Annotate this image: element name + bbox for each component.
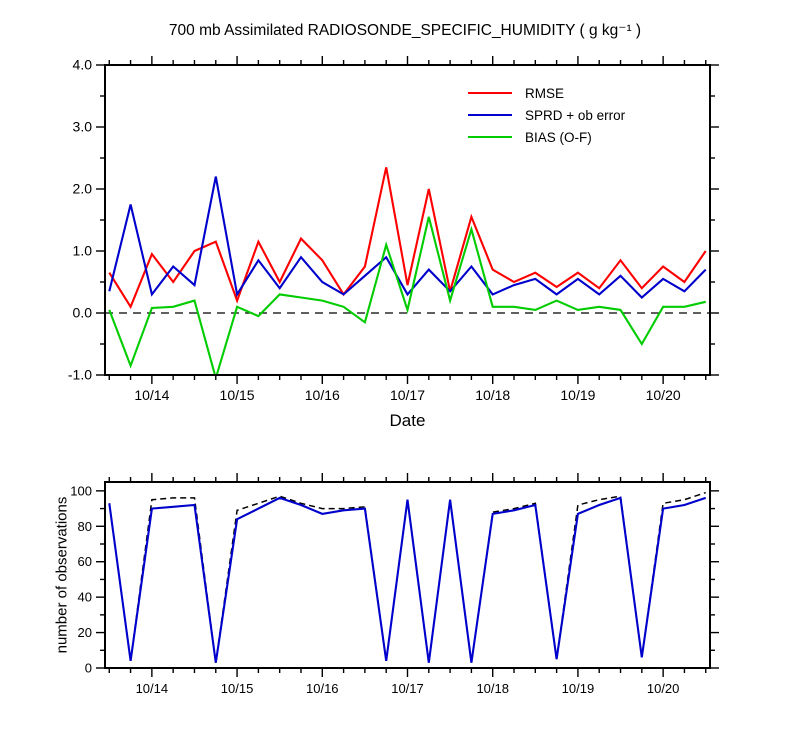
y-tick-label: -1.0 bbox=[68, 367, 92, 383]
y-tick-label: 4.0 bbox=[73, 57, 93, 73]
y-tick-label: 100 bbox=[70, 483, 92, 498]
series-line-RMSE bbox=[108, 167, 707, 310]
y-tick-label: 80 bbox=[78, 519, 92, 534]
obs-axis-label: number of observations bbox=[53, 496, 71, 654]
y-tick-label: 0 bbox=[85, 661, 92, 676]
x-tick-label: 10/15 bbox=[220, 387, 255, 403]
legend-label-bias: BIAS (O-F) bbox=[525, 129, 592, 145]
series-line-obs-solid bbox=[108, 496, 707, 663]
series-line-SPRD + ob error bbox=[108, 176, 707, 299]
series-group bbox=[108, 491, 707, 663]
y-tick-label: 3.0 bbox=[73, 119, 93, 135]
y-tick-label: 1.0 bbox=[73, 243, 93, 259]
y-tick-label: 0.0 bbox=[73, 305, 93, 321]
legend-line-bias-icon bbox=[468, 136, 512, 138]
legend-label-rmse: RMSE bbox=[525, 85, 565, 101]
legend-line-rmse-icon bbox=[468, 92, 512, 94]
x-tick-label: 10/18 bbox=[476, 681, 509, 696]
legend: RMSE SPRD + ob error BIAS (O-F) bbox=[468, 85, 626, 145]
x-tick-label: 10/14 bbox=[136, 681, 169, 696]
legend-item-rmse: RMSE bbox=[468, 85, 625, 101]
y-tick-label: 60 bbox=[78, 554, 92, 569]
legend-item-bias: BIAS (O-F) bbox=[468, 129, 625, 145]
x-tick-label: 10/15 bbox=[221, 681, 254, 696]
x-tick-label: 10/17 bbox=[390, 387, 425, 403]
x-tick-label: 10/19 bbox=[562, 681, 595, 696]
legend-label-sprd: SPRD + ob error bbox=[525, 107, 626, 123]
series-group bbox=[108, 167, 707, 375]
y-tick-label: 40 bbox=[78, 590, 92, 605]
series-line-obs-dashed bbox=[108, 491, 706, 663]
observation-count-chart: 10/14 10/15 10/16 10/17 10/18 10/19 10/20 0 20 40… bbox=[70, 473, 719, 696]
y-tick-label: 20 bbox=[78, 625, 92, 640]
legend-line-sprd-icon bbox=[468, 114, 512, 116]
humidity-stats-chart: 10/14 10/15 10/16 10/17 10/18 10/19 10/20 -1.0 0… bbox=[68, 56, 719, 403]
x-tick-label: 10/20 bbox=[647, 681, 680, 696]
x-tick-label: 10/17 bbox=[391, 681, 424, 696]
y-tick-label: 2.0 bbox=[73, 181, 93, 197]
x-tick-label: 10/19 bbox=[560, 387, 595, 403]
x-tick-label: 10/14 bbox=[134, 387, 169, 403]
x-tick-label: 10/20 bbox=[646, 387, 681, 403]
x-tick-label: 10/16 bbox=[306, 681, 339, 696]
series-line-BIAS (O-F) bbox=[108, 216, 706, 375]
date-axis-label: Date bbox=[389, 411, 426, 430]
x-tick-label: 10/18 bbox=[475, 387, 510, 403]
chart-title: 700 mb Assimilated RADIOSONDE_SPECIFIC_H… bbox=[168, 22, 642, 39]
legend-item-sprd: SPRD + ob error bbox=[468, 107, 626, 123]
x-tick-label: 10/16 bbox=[305, 387, 340, 403]
